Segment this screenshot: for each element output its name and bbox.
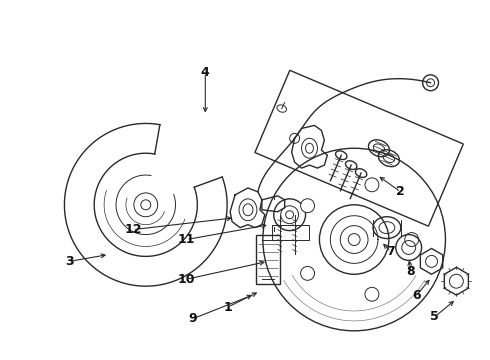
Circle shape [301, 266, 315, 280]
Text: 2: 2 [396, 185, 405, 198]
Circle shape [301, 199, 315, 213]
Text: 6: 6 [413, 289, 421, 302]
Text: 9: 9 [188, 312, 196, 325]
Text: 8: 8 [406, 265, 415, 278]
Text: 11: 11 [178, 233, 195, 246]
Text: 10: 10 [178, 273, 195, 286]
Circle shape [405, 233, 418, 247]
Bar [256, 235, 280, 284]
Text: 1: 1 [224, 301, 233, 314]
Ellipse shape [345, 161, 357, 170]
Text: 4: 4 [201, 66, 210, 79]
Circle shape [365, 287, 379, 301]
Text: 3: 3 [65, 255, 74, 268]
Text: 7: 7 [387, 245, 395, 258]
Ellipse shape [355, 169, 367, 177]
Text: 5: 5 [430, 310, 439, 323]
Ellipse shape [336, 151, 347, 159]
Text: 12: 12 [124, 223, 142, 236]
Circle shape [365, 178, 379, 192]
